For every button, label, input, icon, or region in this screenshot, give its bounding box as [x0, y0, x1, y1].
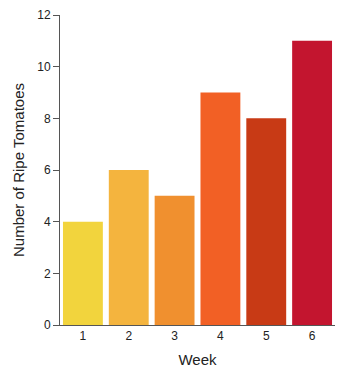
svg-text:4: 4 — [44, 215, 51, 229]
svg-text:6: 6 — [309, 329, 316, 343]
svg-text:Number of Ripe Tomatoes: Number of Ripe Tomatoes — [10, 83, 27, 257]
svg-text:3: 3 — [171, 329, 178, 343]
svg-text:2: 2 — [125, 329, 132, 343]
svg-text:8: 8 — [44, 112, 51, 126]
svg-text:10: 10 — [37, 60, 51, 74]
svg-text:5: 5 — [263, 329, 270, 343]
svg-text:Week: Week — [178, 351, 217, 368]
svg-text:4: 4 — [217, 329, 224, 343]
svg-text:0: 0 — [44, 318, 51, 332]
svg-text:2: 2 — [44, 267, 51, 281]
svg-text:1: 1 — [80, 329, 87, 343]
svg-text:6: 6 — [44, 163, 51, 177]
svg-text:12: 12 — [37, 8, 51, 22]
